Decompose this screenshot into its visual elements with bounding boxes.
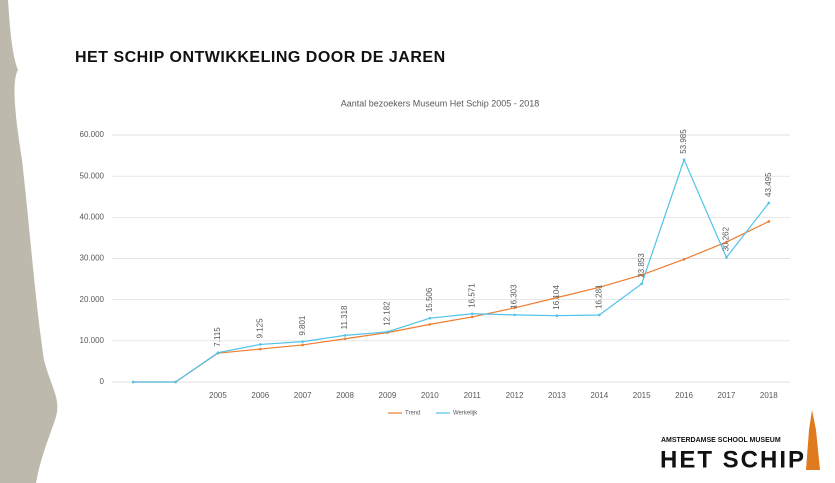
x-tick-label: 2017 xyxy=(718,391,736,400)
point xyxy=(768,220,771,223)
data-label: 9.801 xyxy=(298,315,307,336)
point xyxy=(386,331,389,334)
data-label: 7.115 xyxy=(213,327,222,347)
point xyxy=(683,158,686,161)
x-tick-label: 2014 xyxy=(590,391,608,400)
data-label: 16.104 xyxy=(552,285,561,310)
point xyxy=(768,202,771,205)
x-tick-label: 2005 xyxy=(209,391,227,400)
x-tick-label: 2010 xyxy=(421,391,439,400)
data-label: 53.985 xyxy=(679,129,688,154)
data-label: 12.182 xyxy=(383,301,392,326)
data-label: 16.571 xyxy=(467,283,476,308)
x-tick-label: 2012 xyxy=(506,391,524,400)
x-tick-label: 2007 xyxy=(294,391,312,400)
y-tick-label: 10.000 xyxy=(80,336,105,345)
point xyxy=(471,312,474,315)
data-label: 15.506 xyxy=(425,287,434,312)
point xyxy=(598,314,601,317)
y-tick-label: 30.000 xyxy=(80,254,105,263)
y-tick-label: 50.000 xyxy=(80,171,105,180)
slide: HET SCHIP ONTWIKKELING DOOR DE JAREN Aan… xyxy=(0,0,835,483)
point xyxy=(429,323,432,326)
x-tick-label: 2009 xyxy=(379,391,397,400)
chart-title: Aantal bezoekers Museum Het Schip 2005 -… xyxy=(341,98,540,108)
logo: AMSTERDAMSE SCHOOL MUSEUM HET SCHIP xyxy=(660,410,820,473)
logo-line2: HET SCHIP xyxy=(660,446,806,473)
point xyxy=(259,348,262,351)
logo-line1: AMSTERDAMSE SCHOOL MUSEUM xyxy=(661,437,781,444)
point xyxy=(259,343,262,346)
x-tick-label: 2016 xyxy=(675,391,693,400)
point xyxy=(513,314,516,317)
x-tick-label: 2013 xyxy=(548,391,566,400)
x-tick-label: 2008 xyxy=(336,391,354,400)
legend-label: Trend xyxy=(405,411,420,417)
decor-silhouette xyxy=(0,0,57,483)
series-line xyxy=(133,221,769,382)
slide-title: HET SCHIP ONTWIKKELING DOOR DE JAREN xyxy=(75,49,446,66)
point xyxy=(640,283,643,286)
point xyxy=(344,337,347,340)
x-tick-label: 2018 xyxy=(760,391,778,400)
x-tick-label: 2015 xyxy=(633,391,651,400)
data-label: 11.318 xyxy=(340,305,349,329)
point xyxy=(556,314,559,317)
series-line xyxy=(133,160,769,382)
y-tick-label: 0 xyxy=(100,377,105,386)
data-label: 16.303 xyxy=(510,284,519,309)
y-tick-label: 40.000 xyxy=(80,212,105,221)
point xyxy=(301,340,304,343)
legend-label: Werkelijk xyxy=(453,411,478,417)
point xyxy=(471,316,474,319)
point xyxy=(217,351,220,354)
point xyxy=(132,381,135,384)
y-tick-label: 20.000 xyxy=(80,295,105,304)
data-label: 30.262 xyxy=(722,226,731,251)
point xyxy=(344,334,347,337)
point xyxy=(301,344,304,347)
x-tick-label: 2006 xyxy=(251,391,269,400)
logo-spire xyxy=(806,410,820,470)
data-label: 43.495 xyxy=(764,172,773,197)
y-tick-label: 60.000 xyxy=(80,130,105,139)
data-label: 23.853 xyxy=(637,253,646,278)
point xyxy=(683,258,686,261)
point xyxy=(725,256,728,259)
data-label: 9.125 xyxy=(255,318,264,339)
x-tick-label: 2011 xyxy=(464,391,482,400)
data-label: 16.281 xyxy=(594,284,603,309)
point xyxy=(174,381,177,384)
point xyxy=(429,317,432,320)
